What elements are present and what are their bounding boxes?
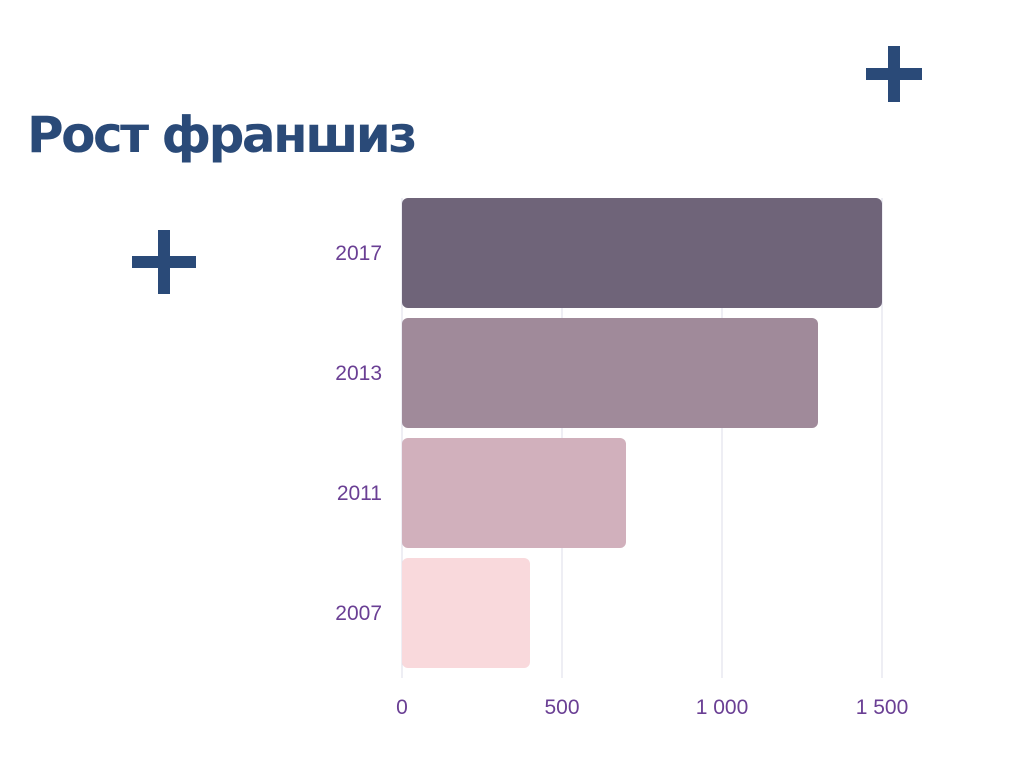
x-tick-label: 1 000 (696, 696, 749, 719)
bar-2011 (402, 438, 626, 548)
category-label: 2007 (335, 602, 382, 625)
plus-icon (866, 46, 922, 102)
bar-2013 (402, 318, 818, 428)
category-label: 2017 (335, 242, 382, 265)
x-tick-label: 500 (544, 696, 579, 719)
category-label: 2011 (337, 482, 382, 505)
plus-icon (132, 230, 196, 294)
x-axis-tick-labels: 0 500 1 000 1 500 (396, 696, 908, 719)
category-label: 2013 (335, 362, 382, 385)
x-tick-label: 1 500 (856, 696, 909, 719)
chart-bars (402, 198, 882, 668)
x-tick-label: 0 (396, 696, 408, 719)
bar-2007 (402, 558, 530, 668)
bar-2017 (402, 198, 882, 308)
slide-title: Рост франшиз (27, 106, 417, 164)
category-labels: 2017 2013 2011 2007 (335, 242, 382, 625)
